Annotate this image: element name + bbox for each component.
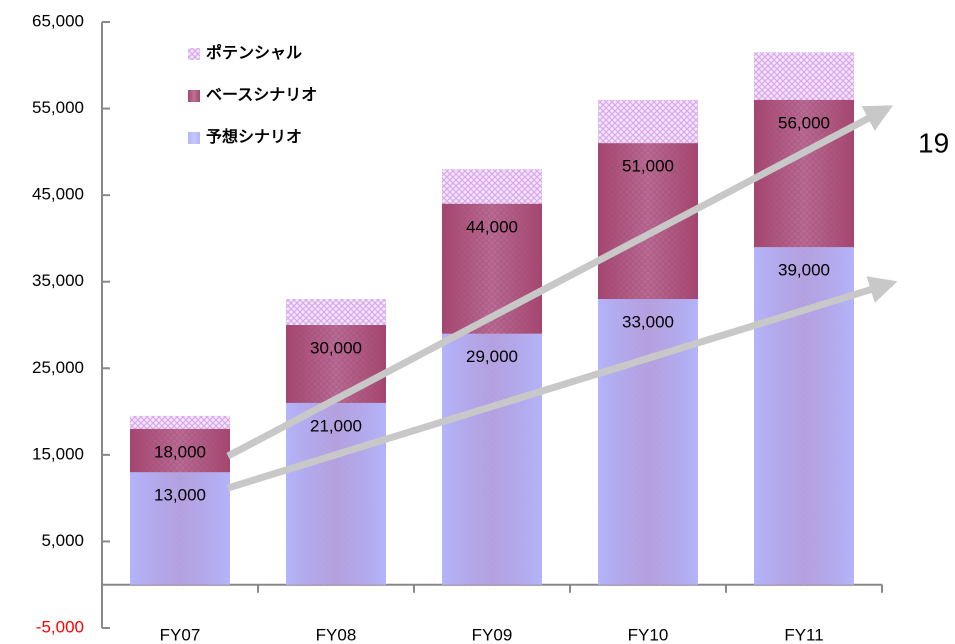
data-label: 29,000 bbox=[466, 347, 518, 366]
data-label: 51,000 bbox=[622, 157, 674, 176]
data-label: 39,000 bbox=[778, 261, 830, 280]
y-tick-label: 15,000 bbox=[32, 444, 84, 463]
data-label: 30,000 bbox=[310, 338, 362, 357]
x-tick-label: FY08 bbox=[316, 625, 357, 644]
legend-swatch bbox=[188, 132, 200, 144]
bar bbox=[442, 333, 542, 585]
y-tick-label: 65,000 bbox=[32, 11, 84, 30]
data-label: 21,000 bbox=[310, 416, 362, 435]
bar bbox=[286, 402, 386, 585]
trend-arrow bbox=[226, 276, 898, 492]
data-label: 33,000 bbox=[622, 313, 674, 332]
legend-label: ポテンシャル bbox=[206, 43, 302, 62]
x-tick-label: FY11 bbox=[784, 625, 823, 644]
data-label: 13,000 bbox=[154, 486, 206, 505]
y-tick-label: 45,000 bbox=[32, 185, 84, 204]
x-tick-label: FY10 bbox=[628, 625, 669, 644]
legend-swatch bbox=[188, 48, 200, 60]
data-label: 18,000 bbox=[154, 442, 206, 461]
x-tick-label: FY07 bbox=[160, 625, 201, 644]
y-tick-label: 25,000 bbox=[32, 358, 84, 377]
y-tick-label: 5,000 bbox=[41, 531, 84, 550]
annotation: 19 bbox=[918, 127, 949, 158]
y-tick-label: -5,000 bbox=[36, 617, 84, 636]
y-tick-label: 35,000 bbox=[32, 271, 84, 290]
bar bbox=[598, 299, 698, 585]
data-label: 44,000 bbox=[466, 217, 518, 236]
bar bbox=[130, 472, 230, 585]
y-tick-label: 55,000 bbox=[32, 98, 84, 117]
legend-swatch bbox=[188, 90, 200, 102]
trend-arrow bbox=[226, 104, 893, 460]
x-tick-label: FY09 bbox=[472, 625, 513, 644]
data-label: 56,000 bbox=[778, 113, 830, 132]
legend-label: 予想シナリオ bbox=[206, 127, 302, 146]
legend-label: ベースシナリオ bbox=[206, 86, 317, 104]
